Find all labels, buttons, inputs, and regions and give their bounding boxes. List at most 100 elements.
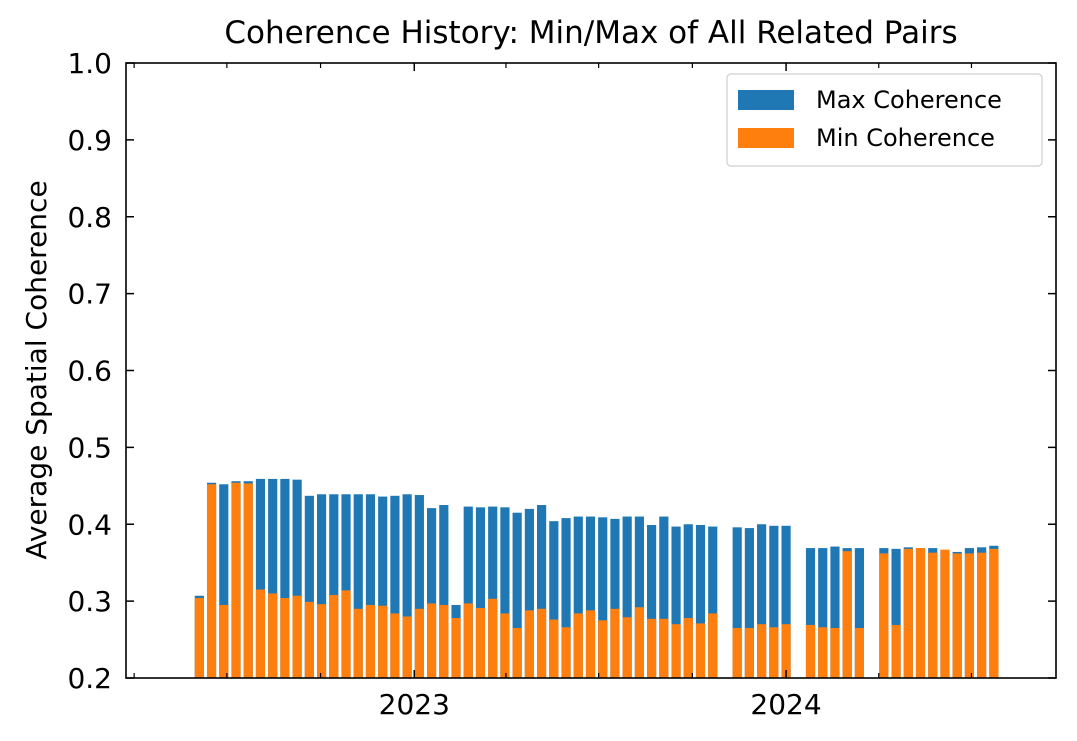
y-axis-label: Average Spatial Coherence xyxy=(20,180,53,559)
bar-min-20 xyxy=(439,604,449,678)
bar-max-30 xyxy=(561,518,571,678)
bar-min-38 xyxy=(659,618,669,678)
y-tick-label-6: 0.8 xyxy=(67,201,112,234)
bar-min-39 xyxy=(671,624,681,678)
bar-min-53 xyxy=(879,553,889,678)
bars-layer xyxy=(194,478,999,679)
bar-max-2 xyxy=(219,484,229,678)
bar-min-50 xyxy=(830,628,840,678)
bar-max-15 xyxy=(378,496,388,678)
y-tick-label-7: 0.9 xyxy=(67,124,112,157)
bar-min-5 xyxy=(255,589,266,678)
bar-max-34 xyxy=(610,518,620,678)
bar-max-7 xyxy=(280,478,290,678)
bar-max-27 xyxy=(524,508,534,679)
bar-max-24 xyxy=(488,506,498,678)
legend-swatch-min xyxy=(738,128,794,148)
bar-max-42 xyxy=(708,526,718,678)
bar-max-13 xyxy=(353,494,363,678)
ticks-layer: 0.2 0.3 0.4 0.5 0.6 0.7 0.8 0.9 1.0 2023 2024 xyxy=(67,47,1056,721)
y-tick-label-4: 0.6 xyxy=(67,355,112,388)
bar-max-14 xyxy=(365,494,376,678)
bar-min-26 xyxy=(512,628,522,678)
bar-min-13 xyxy=(353,608,363,678)
bar-min-56 xyxy=(915,548,926,678)
bar-min-3 xyxy=(231,482,241,678)
bar-max-5 xyxy=(255,478,266,678)
bar-max-33 xyxy=(598,517,608,678)
bar-min-19 xyxy=(427,603,437,678)
bar-min-34 xyxy=(610,608,620,678)
bar-max-48 xyxy=(805,548,816,678)
bar-min-1 xyxy=(206,484,217,678)
bar-min-9 xyxy=(304,601,314,678)
bar-max-9 xyxy=(304,495,314,678)
legend-frame xyxy=(726,73,1043,167)
bar-max-10 xyxy=(316,494,327,678)
bar-max-19 xyxy=(427,508,437,678)
bar-min-42 xyxy=(708,613,718,678)
bar-max-32 xyxy=(585,516,596,678)
legend: Max Coherence Min Coherence xyxy=(726,73,1043,167)
bar-min-24 xyxy=(488,598,498,678)
bar-max-38 xyxy=(659,516,669,678)
bar-min-15 xyxy=(378,605,388,678)
bar-min-6 xyxy=(268,593,278,678)
bar-max-22 xyxy=(463,506,473,678)
bar-min-52 xyxy=(854,628,864,678)
bar-min-8 xyxy=(292,595,302,678)
bar-max-26 xyxy=(512,512,522,678)
bar-min-55 xyxy=(903,548,913,678)
bar-max-36 xyxy=(634,516,644,678)
bar-min-40 xyxy=(683,618,693,678)
bar-max-49 xyxy=(818,548,828,678)
bar-max-28 xyxy=(537,505,547,678)
y-tick-label-5: 0.7 xyxy=(67,278,112,311)
chart-title: Coherence History: Min/Max of All Relate… xyxy=(224,15,957,51)
legend-label-max: Max Coherence xyxy=(816,86,1002,114)
bar-min-23 xyxy=(475,608,486,678)
y-tick-label-1: 0.3 xyxy=(67,585,112,618)
bar-max-17 xyxy=(402,494,412,678)
bar-max-50 xyxy=(830,546,840,678)
bar-max-16 xyxy=(390,495,400,678)
bar-max-23 xyxy=(475,507,486,678)
bar-min-61 xyxy=(977,552,987,678)
bar-max-35 xyxy=(622,516,632,678)
bar-min-33 xyxy=(598,620,608,678)
bar-max-12 xyxy=(341,494,351,678)
x-tick-label-1: 2024 xyxy=(750,688,821,721)
y-tick-label-8: 1.0 xyxy=(67,47,112,80)
bar-min-2 xyxy=(219,604,229,678)
bar-min-29 xyxy=(549,619,559,678)
bar-min-18 xyxy=(414,608,424,678)
bar-max-46 xyxy=(769,525,779,678)
bar-min-62 xyxy=(989,548,999,678)
bar-min-14 xyxy=(365,604,376,678)
bar-min-31 xyxy=(573,613,583,678)
bar-min-21 xyxy=(451,618,461,678)
bar-min-11 xyxy=(329,594,339,678)
bar-min-47 xyxy=(781,624,791,678)
bar-max-29 xyxy=(549,521,559,678)
y-tick-label-3: 0.5 xyxy=(67,431,112,464)
bar-min-28 xyxy=(537,608,547,678)
bar-max-37 xyxy=(647,525,657,678)
bar-min-41 xyxy=(695,623,706,678)
bar-min-27 xyxy=(524,610,534,678)
y-tick-label-0: 0.2 xyxy=(67,662,112,695)
bar-max-45 xyxy=(757,524,767,678)
bar-max-44 xyxy=(744,528,754,678)
bar-min-57 xyxy=(928,552,938,678)
bar-max-8 xyxy=(292,479,302,678)
bar-min-4 xyxy=(243,483,253,678)
bar-min-16 xyxy=(390,613,400,678)
bar-min-51 xyxy=(842,551,852,678)
bar-min-45 xyxy=(757,624,767,678)
bar-min-17 xyxy=(402,616,412,678)
x-tick-label-0: 2023 xyxy=(379,688,450,721)
bar-max-18 xyxy=(414,495,424,678)
bar-min-25 xyxy=(500,613,510,678)
bar-min-35 xyxy=(622,617,632,678)
